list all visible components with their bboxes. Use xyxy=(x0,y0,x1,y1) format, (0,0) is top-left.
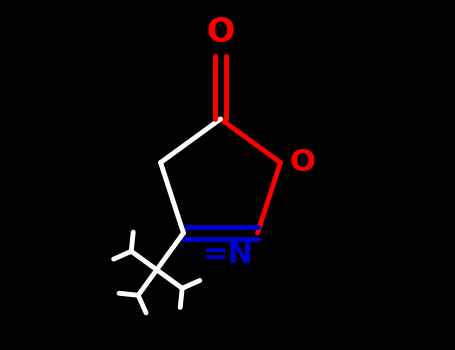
Text: O: O xyxy=(289,148,315,177)
Text: =N: =N xyxy=(203,240,254,269)
Text: O: O xyxy=(207,16,235,49)
